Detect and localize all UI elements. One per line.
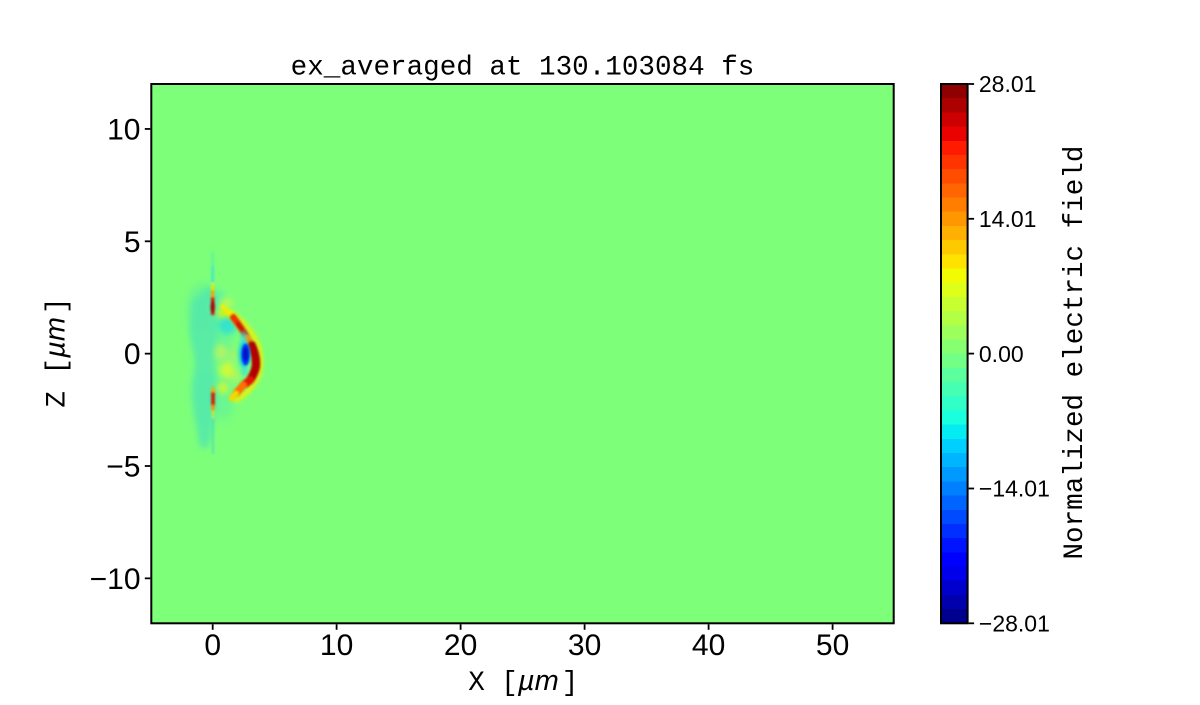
svg-text:0: 0 (204, 629, 221, 662)
svg-text:−5: −5 (106, 451, 140, 484)
svg-text:28.01: 28.01 (979, 71, 1037, 97)
svg-text:14.01: 14.01 (979, 206, 1037, 232)
svg-text:5: 5 (124, 226, 141, 259)
svg-text:0: 0 (124, 338, 141, 371)
svg-text:10: 10 (320, 629, 353, 662)
svg-text:−14.01: −14.01 (979, 476, 1050, 502)
svg-text:0.00: 0.00 (979, 341, 1024, 367)
svg-text:30: 30 (568, 629, 601, 662)
svg-text:−28.01: −28.01 (979, 611, 1050, 637)
svg-text:X [µm]: X [µm] (468, 665, 578, 699)
svg-text:20: 20 (444, 629, 477, 662)
svg-text:ex_averaged at 130.103084 fs: ex_averaged at 130.103084 fs (291, 53, 755, 84)
svg-text:10: 10 (107, 114, 140, 147)
svg-text:Z [µm]: Z [µm] (40, 297, 74, 407)
svg-text:Normalized electric field: Normalized electric field (1060, 146, 1091, 560)
svg-text:40: 40 (692, 629, 725, 662)
svg-text:50: 50 (816, 629, 849, 662)
svg-text:−10: −10 (90, 563, 141, 596)
